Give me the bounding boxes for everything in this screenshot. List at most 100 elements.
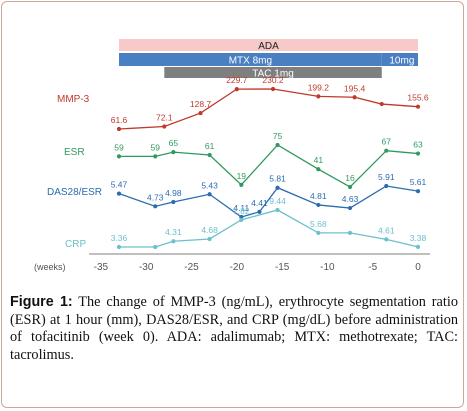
data-point [316,202,321,208]
data-label: 9.44 [269,196,286,206]
x-tick-label: 0 [415,262,421,273]
data-label: 65 [169,138,179,148]
data-label: 199.2 [308,82,330,92]
chart-plot: ADA MTX 8mg 10mg TAC 1mg 61.6 72.1 128.7 229.7 2… [34,39,430,273]
data-label: 16 [345,173,355,183]
data-label: 41 [314,155,324,165]
series-name: CRP [65,239,86,250]
data-label: 63 [413,140,423,150]
data-label: 229.7 [226,75,248,85]
series-name: MMP-3 [57,94,90,105]
data-point [171,199,176,205]
x-tick-label: -20 [230,262,245,273]
x-tick-label: -10 [320,262,335,273]
data-point [171,239,176,244]
data-label: 155.6 [407,93,429,103]
data-point [275,142,280,148]
data-point [379,101,384,107]
data-point [352,95,357,100]
data-point [153,204,158,209]
data-label: 5.91 [378,172,395,182]
data-point [116,154,122,159]
data-label: 5.47 [111,180,128,190]
data-label: 3.36 [111,233,128,243]
data-label: 75 [273,131,283,141]
data-label: 4.73 [147,192,164,202]
caption-text: The change of MMP-3 (ng/mL), erythrocyte… [10,294,458,363]
x-tick-label: -35 [94,262,109,273]
treatment-bar [381,53,418,66]
data-label: 4.61 [378,225,395,235]
data-point [384,183,389,189]
data-point [275,207,280,213]
data-point [275,185,280,190]
x-tick-label: -25 [184,262,199,273]
data-label: 61.6 [111,115,128,125]
treatment-bar-label: 10mg [389,56,414,67]
data-label: 19 [237,171,247,181]
data-label: 3.38 [410,233,427,243]
data-point [415,104,421,109]
data-point [415,189,421,194]
data-point [207,152,212,158]
data-point [316,94,321,99]
data-label: 128.7 [190,99,212,109]
data-point [116,244,122,250]
data-label: 7.82 [233,206,250,216]
x-axis-label: (weeks) [34,262,66,272]
x-tick-label: -5 [368,262,377,273]
data-label: 230.2 [262,75,284,85]
data-point [257,209,262,214]
data-label: 5.68 [310,219,327,229]
data-point [116,191,122,196]
data-point [415,244,421,249]
data-point [316,230,321,235]
data-label: 59 [151,142,161,152]
data-point [384,148,389,153]
data-point [234,87,239,92]
data-point [162,124,167,129]
series-line [119,209,419,248]
data-point [153,154,158,159]
treatment-bar-label: ADA [258,41,279,52]
data-label: 5.43 [201,180,218,190]
data-label: 4.98 [165,188,182,198]
series-line [118,88,419,130]
treatment-bar-label: TAC 1mg [252,69,294,80]
data-label: 5.61 [410,177,427,187]
data-label: 4.63 [342,194,359,204]
data-point [116,126,122,132]
data-point [239,182,244,187]
data-label: 72.1 [156,113,173,123]
series-line [119,144,419,188]
data-label: 195.4 [344,83,366,93]
data-label: 4.31 [165,227,182,237]
x-tick-label: -30 [139,262,154,273]
data-point [198,110,203,116]
data-point [415,151,421,156]
data-point [384,237,389,242]
data-point [347,230,353,235]
data-point [207,236,212,242]
treatment-bar [119,39,418,51]
data-label: 59 [114,142,124,152]
data-label: 61 [205,141,215,151]
data-label: 4.68 [201,225,218,235]
data-label: 67 [382,137,392,147]
data-point [207,192,212,197]
data-point [316,167,321,172]
treatment-bar [119,53,382,66]
data-point [270,86,276,92]
figure-caption: Figure 1: The change of MMP-3 (ng/mL), e… [10,294,458,364]
data-label: 4.81 [310,191,327,201]
data-label: 5.81 [269,174,286,184]
data-label: 4.41 [251,198,268,208]
data-point [171,150,176,155]
data-point [347,184,353,190]
data-point [347,205,353,211]
x-tick-label: -15 [275,262,290,273]
series-name: DAS28/ESR [47,187,102,198]
data-point [153,244,158,250]
caption-label: Figure 1: [10,294,73,310]
